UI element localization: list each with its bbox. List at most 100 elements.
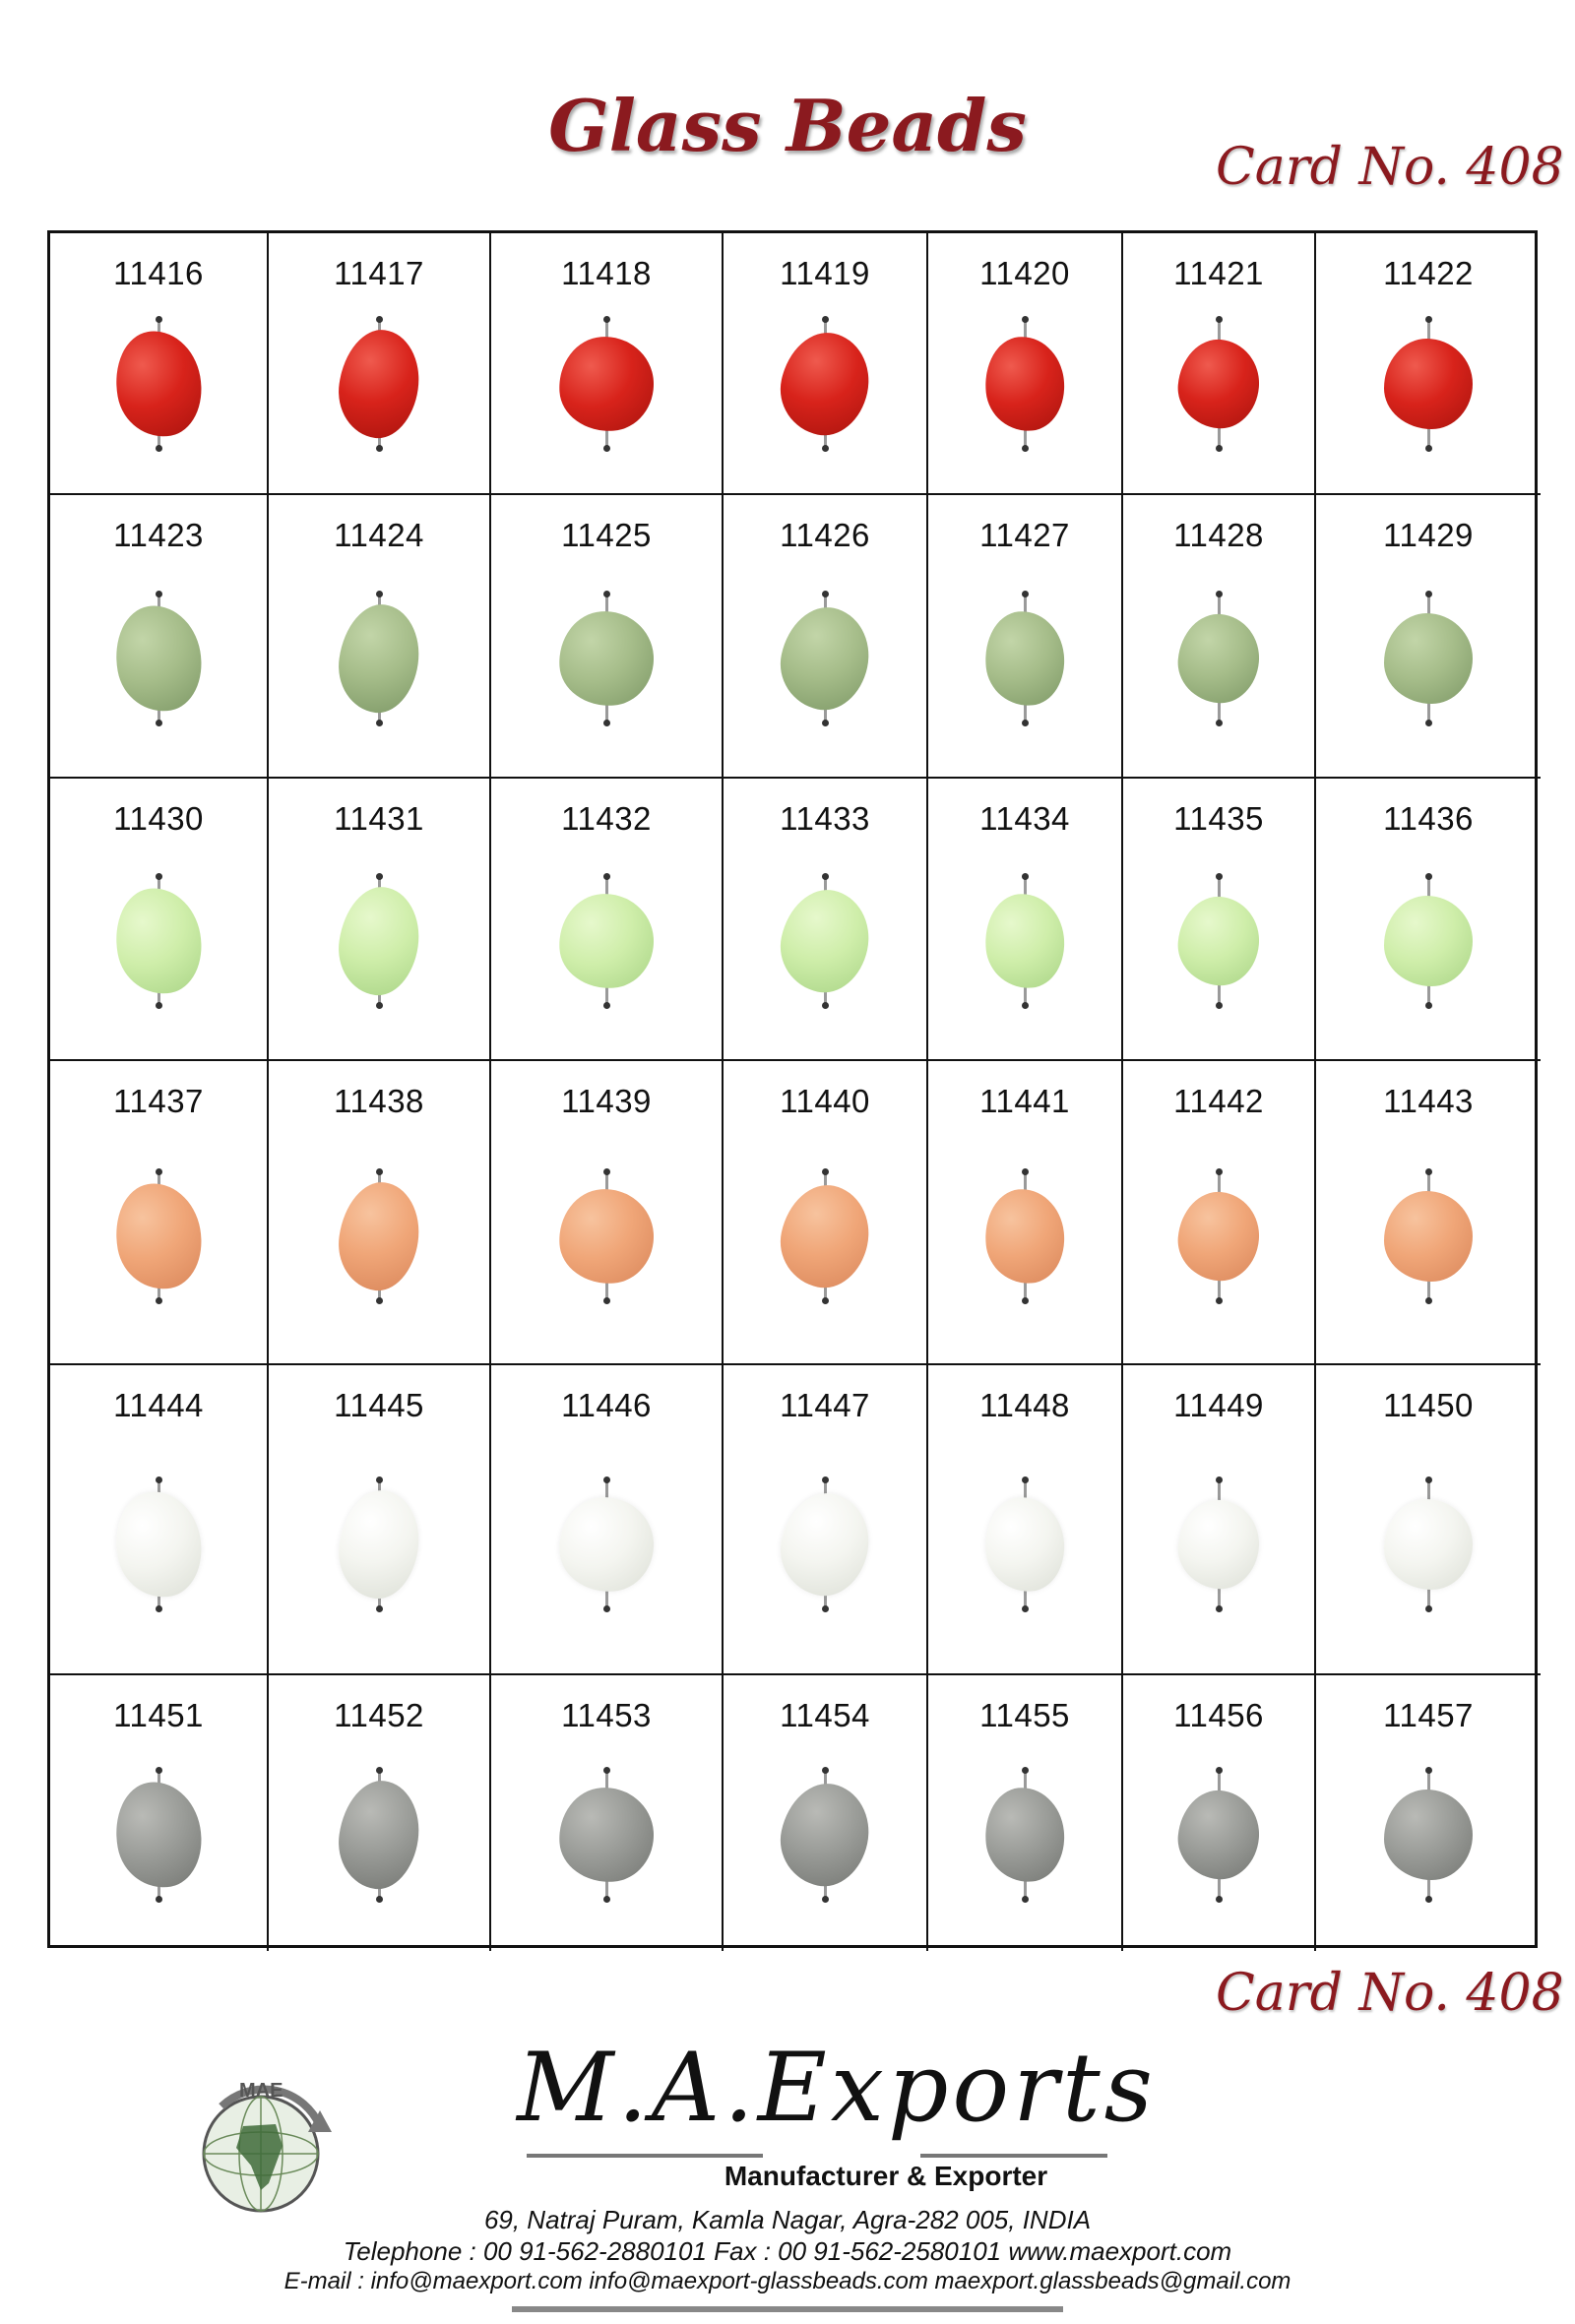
bead-photo bbox=[107, 1162, 210, 1310]
bead-thread bbox=[158, 1586, 160, 1608]
bead-thread bbox=[1024, 1771, 1027, 1791]
bead-thread bbox=[1024, 594, 1027, 614]
bead-photo bbox=[976, 1761, 1074, 1909]
bead-thread bbox=[156, 719, 162, 726]
bead-thread bbox=[822, 1767, 829, 1775]
bead-code: 11449 bbox=[1173, 1387, 1264, 1423]
glass-bead bbox=[555, 1185, 658, 1288]
bead-thread bbox=[1218, 426, 1221, 449]
company-address: 69, Natraj Puram, Kamla Nagar, Agra-282 … bbox=[483, 2205, 1092, 2234]
company-name: M.A.Exports bbox=[517, 2033, 1157, 2143]
bead-code: 11431 bbox=[334, 800, 424, 837]
bead-cell: 11428 bbox=[1123, 495, 1316, 779]
bead-thread bbox=[1022, 445, 1029, 453]
bead-cell: 11443 bbox=[1316, 1061, 1541, 1365]
bead-thread bbox=[1024, 1877, 1027, 1900]
bead-code: 11448 bbox=[979, 1387, 1070, 1423]
bead-code: 11439 bbox=[561, 1083, 652, 1119]
bead-code: 11438 bbox=[334, 1083, 424, 1119]
bead-thread bbox=[824, 1172, 827, 1193]
bead-thread bbox=[1022, 1476, 1029, 1483]
bead-thread bbox=[158, 594, 160, 614]
bead-photo bbox=[1169, 1761, 1268, 1909]
bead-photo bbox=[555, 1761, 658, 1909]
company-logo-icon: MAE bbox=[202, 2080, 332, 2213]
glass-bead bbox=[1384, 1191, 1473, 1283]
bead-thread bbox=[605, 426, 608, 449]
bead-thread bbox=[1216, 1767, 1223, 1775]
bead-code: 11430 bbox=[113, 800, 204, 837]
bead-thread bbox=[1022, 1896, 1029, 1904]
glass-bead bbox=[332, 882, 426, 1001]
bead-code: 11429 bbox=[1383, 517, 1474, 553]
glass-bead bbox=[1384, 1498, 1473, 1590]
glass-bead bbox=[107, 1176, 210, 1296]
bead-cell: 11452 bbox=[269, 1675, 491, 1951]
bead-photo bbox=[555, 1162, 658, 1310]
bead-photo bbox=[1169, 585, 1268, 732]
bead-code: 11445 bbox=[334, 1387, 424, 1423]
bead-code: 11452 bbox=[334, 1697, 424, 1733]
bead-thread bbox=[822, 719, 829, 726]
bead-thread bbox=[822, 1002, 829, 1010]
bead-code: 11440 bbox=[780, 1083, 870, 1119]
bead-cell: 11442 bbox=[1123, 1061, 1316, 1365]
bead-cell: 11423 bbox=[50, 495, 269, 779]
glass-bead bbox=[1174, 1787, 1263, 1883]
bead-thread bbox=[376, 1604, 383, 1612]
glass-bead bbox=[772, 325, 878, 444]
glass-bead bbox=[980, 606, 1069, 710]
bead-cell: 11441 bbox=[928, 1061, 1123, 1365]
bead-thread bbox=[605, 320, 608, 341]
bead-thread bbox=[603, 1604, 610, 1612]
bead-thread bbox=[1425, 873, 1432, 881]
bead-thread bbox=[1218, 877, 1221, 898]
bead-thread bbox=[1024, 877, 1027, 898]
bead-photo bbox=[976, 867, 1074, 1015]
glass-bead bbox=[980, 1185, 1069, 1288]
bead-thread bbox=[1218, 1172, 1221, 1193]
bead-thread bbox=[158, 983, 160, 1006]
bead-cell: 11453 bbox=[491, 1675, 724, 1951]
bead-photo bbox=[555, 867, 658, 1015]
bead-code: 11456 bbox=[1173, 1697, 1264, 1733]
bead-thread bbox=[1022, 1767, 1029, 1775]
bead-photo bbox=[1379, 310, 1478, 458]
bead-thread bbox=[1427, 320, 1430, 341]
bead-code: 11451 bbox=[113, 1697, 204, 1733]
bead-thread bbox=[1425, 590, 1432, 597]
bead-thread bbox=[1024, 320, 1027, 341]
bead-code: 11450 bbox=[1383, 1387, 1474, 1423]
glass-bead bbox=[107, 598, 210, 719]
bead-thread bbox=[605, 983, 608, 1006]
bead-thread bbox=[1216, 719, 1223, 726]
bead-thread bbox=[1427, 877, 1430, 898]
bead-code: 11436 bbox=[1383, 800, 1474, 837]
bead-thread bbox=[376, 1002, 383, 1010]
bead-thread bbox=[1427, 700, 1430, 722]
bead-thread bbox=[822, 1604, 829, 1612]
bead-thread bbox=[1022, 590, 1029, 597]
glass-bead bbox=[1384, 612, 1473, 704]
bead-cell: 11417 bbox=[269, 233, 491, 495]
glass-bead bbox=[555, 1785, 658, 1886]
bead-photo bbox=[1169, 867, 1268, 1015]
glass-bead bbox=[107, 1775, 210, 1896]
bead-thread bbox=[822, 1297, 829, 1305]
bead-thread bbox=[603, 1767, 610, 1775]
bead-cell: 11425 bbox=[491, 495, 724, 779]
bead-thread bbox=[824, 320, 827, 341]
bead-thread bbox=[824, 877, 827, 898]
bead-code: 11416 bbox=[113, 255, 204, 291]
bead-thread bbox=[1024, 1279, 1027, 1301]
bead-cell: 11455 bbox=[928, 1675, 1123, 1951]
glass-bead bbox=[772, 1177, 878, 1296]
bead-photo bbox=[107, 585, 210, 732]
bead-thread bbox=[605, 1771, 608, 1791]
bead-thread bbox=[1427, 1479, 1430, 1500]
bead-code: 11434 bbox=[979, 800, 1070, 837]
bead-thread bbox=[156, 590, 162, 597]
bead-thread bbox=[158, 1279, 160, 1301]
bead-code: 11437 bbox=[113, 1083, 204, 1119]
bead-cell: 11433 bbox=[724, 779, 928, 1061]
